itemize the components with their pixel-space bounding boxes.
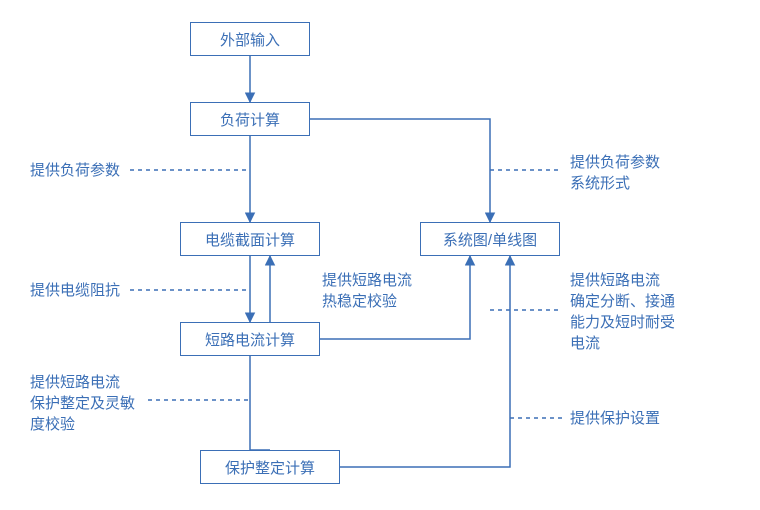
label-l5: 提供负荷参数 系统形式 (570, 152, 660, 194)
node-n5: 保护整定计算 (200, 450, 340, 484)
label-l4: 提供短路电流 热稳定校验 (322, 270, 412, 312)
label-l1: 提供负荷参数 (30, 160, 120, 181)
label-l3: 提供短路电流 保护整定及灵敏 度校验 (30, 372, 135, 435)
node-n2: 负荷计算 (190, 102, 310, 136)
label-l2: 提供电缆阻抗 (30, 280, 120, 301)
node-n6: 系统图/单线图 (420, 222, 560, 256)
edge-e26 (310, 119, 490, 222)
label-l7: 提供保护设置 (570, 408, 660, 429)
label-l6: 提供短路电流 确定分断、接通 能力及短时耐受 电流 (570, 270, 675, 354)
node-n3: 电缆截面计算 (180, 222, 320, 256)
node-n1: 外部输入 (190, 22, 310, 56)
node-n4: 短路电流计算 (180, 322, 320, 356)
edge-e45 (250, 356, 270, 450)
